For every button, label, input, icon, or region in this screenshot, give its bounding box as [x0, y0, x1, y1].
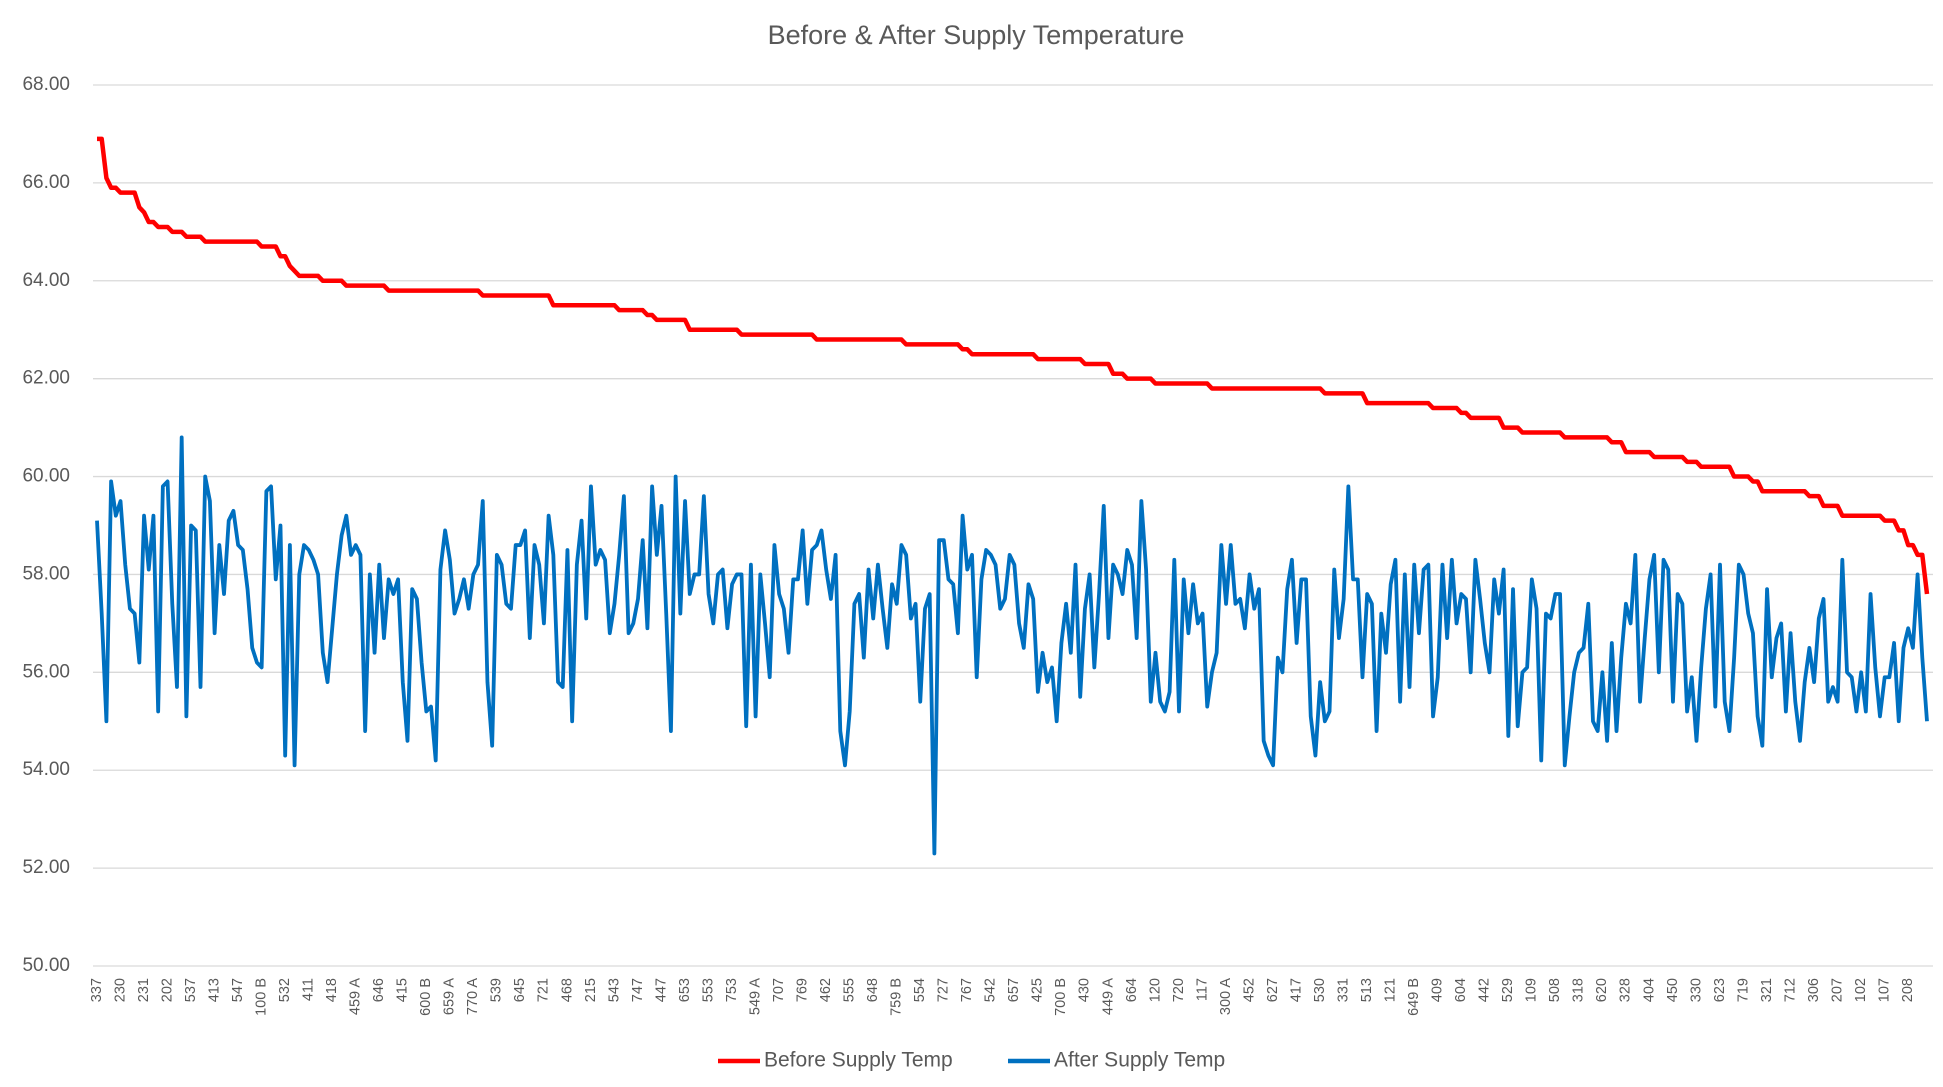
x-tick-label: 202 [159, 978, 175, 1002]
y-tick-label: 60.00 [22, 466, 70, 487]
x-tick-label: 321 [1759, 978, 1775, 1002]
y-tick-label: 56.00 [22, 661, 70, 682]
x-tick-label: 604 [1453, 978, 1469, 1002]
x-tick-label: 659 A [442, 978, 458, 1015]
x-tick-label: 468 [559, 978, 575, 1002]
x-tick-label: 627 [1265, 978, 1281, 1002]
x-tick-label: 543 [606, 978, 622, 1002]
x-tick-label: 620 [1594, 978, 1610, 1002]
x-tick-label: 767 [959, 978, 975, 1002]
x-tick-label: 447 [653, 978, 669, 1002]
x-tick-label: 554 [912, 978, 928, 1002]
chart-title: Before & After Supply Temperature [768, 20, 1185, 50]
x-tick-label: 513 [1359, 978, 1375, 1002]
x-tick-label: 449 A [1100, 978, 1116, 1015]
x-tick-label: 553 [700, 978, 716, 1002]
y-tick-label: 58.00 [22, 563, 70, 584]
x-tick-label: 747 [630, 978, 646, 1002]
x-tick-label: 623 [1712, 978, 1728, 1002]
x-tick-label: 664 [1124, 978, 1140, 1002]
x-tick-label: 712 [1782, 978, 1798, 1002]
x-tick-label: 555 [842, 978, 858, 1002]
x-tick-label: 409 [1430, 978, 1446, 1002]
x-tick-label: 653 [677, 978, 693, 1002]
x-tick-label: 700 B [1053, 978, 1069, 1016]
x-tick-label: 508 [1547, 978, 1563, 1002]
y-tick-label: 66.00 [22, 172, 70, 193]
x-tick-label: 649 B [1406, 978, 1422, 1016]
x-tick-label: 417 [1288, 978, 1304, 1002]
x-tick-label: 542 [983, 978, 999, 1002]
x-tick-label: 404 [1641, 978, 1657, 1002]
y-tick-label: 50.00 [22, 955, 70, 976]
x-tick-label: 415 [395, 978, 411, 1002]
x-tick-label: 600 B [418, 978, 434, 1016]
x-tick-label: 411 [301, 978, 317, 1001]
x-tick-label: 300 A [1218, 978, 1234, 1015]
x-tick-label: 450 [1665, 978, 1681, 1002]
x-tick-label: 121 [1383, 978, 1399, 1002]
x-tick-label: 539 [489, 978, 505, 1002]
y-tick-label: 68.00 [22, 74, 70, 95]
x-tick-label: 120 [1147, 978, 1163, 1002]
x-tick-label: 442 [1477, 978, 1493, 1002]
x-tick-label: 337 [89, 978, 105, 1002]
y-tick-label: 62.00 [22, 368, 70, 389]
y-tick-label: 52.00 [22, 857, 70, 878]
y-tick-label: 64.00 [22, 270, 70, 291]
x-tick-label: 102 [1853, 978, 1869, 1002]
y-tick-label: 54.00 [22, 759, 70, 780]
x-tick-label: 529 [1500, 978, 1516, 1002]
x-tick-label: 707 [771, 978, 787, 1002]
x-tick-label: 720 [1171, 978, 1187, 1002]
x-tick-label: 646 [371, 978, 387, 1002]
x-tick-label: 769 [794, 978, 810, 1002]
legend-label: Before Supply Temp [764, 1049, 953, 1072]
x-tick-label: 537 [183, 978, 199, 1002]
x-tick-label: 532 [277, 978, 293, 1002]
x-tick-label: 107 [1876, 978, 1892, 1002]
x-tick-label: 430 [1077, 978, 1093, 1002]
x-tick-label: 306 [1806, 978, 1822, 1002]
x-tick-label: 547 [230, 978, 246, 1002]
x-tick-label: 549 A [747, 978, 763, 1015]
x-tick-label: 753 [724, 978, 740, 1002]
legend-label: After Supply Temp [1054, 1049, 1225, 1072]
x-tick-label: 759 B [889, 978, 905, 1016]
x-tick-label: 770 A [465, 978, 481, 1015]
x-tick-label: 425 [1030, 978, 1046, 1002]
x-tick-label: 657 [1006, 978, 1022, 1002]
x-tick-label: 721 [536, 978, 552, 1002]
x-tick-label: 208 [1900, 978, 1916, 1002]
x-tick-label: 452 [1241, 978, 1257, 1002]
x-tick-label: 230 [112, 978, 128, 1002]
x-tick-label: 117 [1194, 978, 1210, 1001]
x-tick-label: 215 [583, 978, 599, 1002]
x-tick-label: 719 [1735, 978, 1751, 1002]
x-tick-label: 231 [136, 978, 152, 1002]
line-series [95, 435, 1929, 856]
x-tick-label: 459 A [348, 978, 364, 1015]
x-tick-label: 530 [1312, 978, 1328, 1002]
x-tick-label: 318 [1571, 978, 1587, 1002]
x-tick-label: 331 [1335, 978, 1351, 1002]
x-tick-label: 100 B [253, 978, 269, 1016]
x-tick-label: 330 [1688, 978, 1704, 1002]
x-tick-label: 645 [512, 978, 528, 1002]
x-tick-label: 207 [1829, 978, 1845, 1002]
x-tick-label: 418 [324, 978, 340, 1002]
x-tick-label: 328 [1618, 978, 1634, 1002]
line-series [97, 136, 1930, 595]
x-tick-label: 462 [818, 978, 834, 1002]
x-tick-label: 109 [1524, 978, 1540, 1002]
x-tick-label: 727 [936, 978, 952, 1002]
x-tick-label: 648 [865, 978, 881, 1002]
x-tick-label: 413 [206, 978, 222, 1002]
